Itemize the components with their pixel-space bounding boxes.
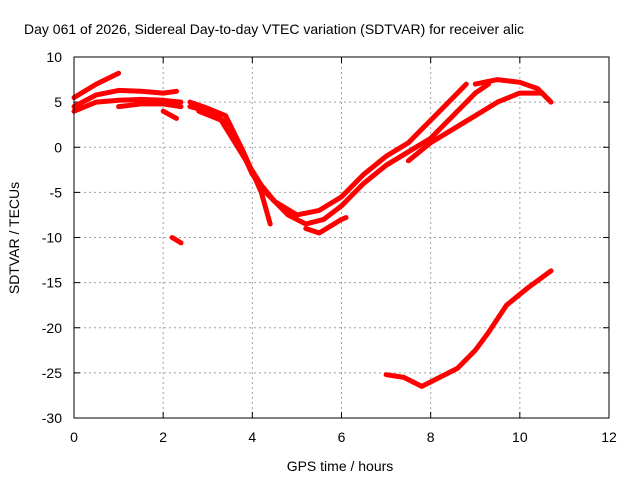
y-tick-label: -10 <box>42 230 62 246</box>
x-tick-label: 6 <box>338 429 346 445</box>
series-arc-6 <box>169 235 184 246</box>
series-arc-9 <box>196 81 492 227</box>
y-tick-label: -20 <box>42 320 62 336</box>
series-arc-11 <box>405 90 554 164</box>
x-tick-label: 8 <box>427 429 435 445</box>
series-arc-3 <box>71 96 184 114</box>
x-axis-label: GPS time / hours <box>287 458 394 474</box>
x-tick-label: 4 <box>248 429 256 445</box>
series-arc-10 <box>303 215 349 236</box>
series-arc-4 <box>116 101 184 110</box>
series-arc-1 <box>71 70 122 101</box>
y-tick-label: 5 <box>54 94 62 110</box>
series-arc-13 <box>383 268 554 389</box>
series-group <box>71 70 554 389</box>
x-tick-label: 2 <box>159 429 167 445</box>
y-tick-label: -30 <box>42 410 62 426</box>
chart-title: Day 061 of 2026, Sidereal Day-to-day VTE… <box>24 21 524 37</box>
y-tick-label: 0 <box>54 139 62 155</box>
plot-border <box>73 56 610 419</box>
y-tick-label: -25 <box>42 365 62 381</box>
series-arc-7 <box>187 99 273 227</box>
x-tick-label: 12 <box>601 429 617 445</box>
y-tick-label: 10 <box>46 49 62 65</box>
series-arc-8 <box>187 81 469 218</box>
x-tick-label: 0 <box>70 429 78 445</box>
axis-ticks: 0 2 4 6 8 10 12 10 5 0 -5 -10 -15 -20 -25 -30 <box>42 49 617 445</box>
series-arc-12 <box>472 77 554 105</box>
y-tick-label: -15 <box>42 275 62 291</box>
y-tick-label: -5 <box>50 184 63 200</box>
series-arc-2 <box>71 87 179 110</box>
x-tick-label: 10 <box>512 429 528 445</box>
y-axis-label: SDTVAR / TECUs <box>6 182 22 294</box>
grid <box>74 57 609 418</box>
series-arc-5 <box>160 108 179 121</box>
